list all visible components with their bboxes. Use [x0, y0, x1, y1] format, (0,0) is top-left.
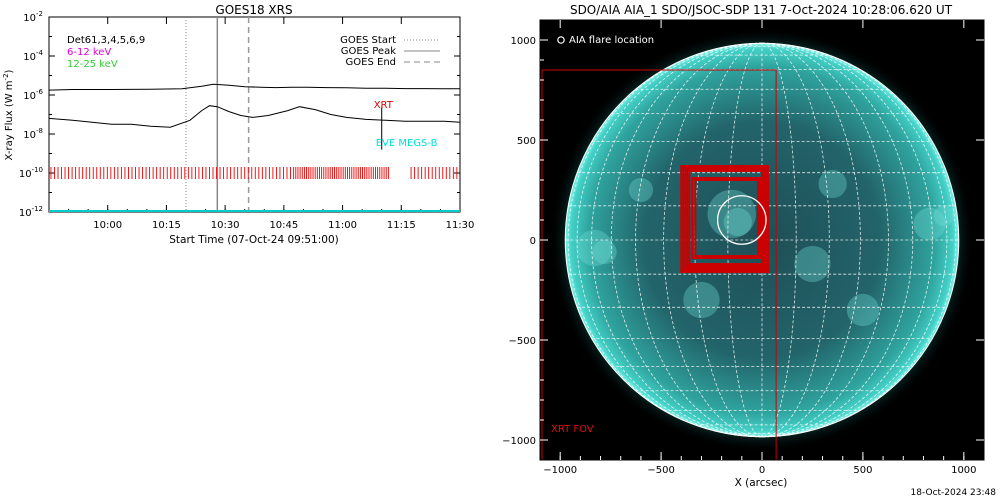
aia-y-tick-label: −1000	[502, 436, 536, 447]
y-tick-base: 10	[23, 91, 36, 102]
y-tick-base: 10	[19, 169, 32, 180]
aia-x-tick-label: −1000	[543, 465, 577, 476]
longitude-line	[761, 42, 797, 438]
aia-title: SDO/AIA AIA_1 SDO/JSOC-SDP 131 7-Oct-202…	[570, 3, 953, 17]
y-tick-exponent: -2	[36, 10, 43, 18]
x-tick-label: 10:00	[93, 220, 122, 231]
longitude-line	[761, 42, 861, 438]
x-tick-label: 10:15	[152, 220, 181, 231]
xrt-pointing-box	[684, 167, 767, 269]
y-tick-label: 10-12	[19, 205, 43, 219]
y-tick-exponent: -6	[36, 88, 44, 96]
legend-label: GOES End	[346, 57, 396, 68]
energy-band-label: 12-25 keV	[67, 59, 118, 70]
active-region	[592, 239, 617, 265]
legend-label: GOES Start	[340, 35, 396, 46]
x-tick-label: 10:30	[211, 220, 240, 231]
y-tick-exponent: -4	[36, 49, 44, 57]
flare-location-circle	[716, 195, 767, 245]
xrt-pointing-box	[688, 170, 764, 265]
active-region	[628, 177, 654, 203]
aia-x-tick-label: 0	[759, 465, 765, 476]
active-region	[933, 205, 954, 227]
detector-label: Det61,3,4,5,6,9	[67, 35, 145, 46]
instrument-annotations: XRT EVE MEGS-B	[374, 100, 438, 149]
lightcurve-x-ticks: 10:00 10:15 10:30 10:45 11:00 11:15 11:30	[48, 17, 475, 231]
active-region	[794, 245, 831, 283]
flare-legend-marker	[557, 36, 565, 44]
lightcurve-series	[49, 83, 460, 128]
lightcurve-y-axis-label: X-ray Flux (W m-2)	[2, 69, 15, 160]
xrt-pointing-box	[694, 179, 759, 257]
active-region	[576, 229, 613, 267]
aia-y-ticks: 1000 500 0 −500 −1000	[502, 36, 984, 447]
x-tick-label: 10:45	[269, 220, 298, 231]
aia-y-tick-label: 1000	[511, 36, 536, 47]
aia-x-tick-label: 500	[853, 465, 872, 476]
lightcurve-x-axis-label: Start Time (07-Oct-24 09:51:00)	[169, 234, 338, 246]
aia-image-panel: SDO/AIA AIA_1 SDO/JSOC-SDP 131 7-Oct-202…	[502, 3, 985, 489]
xrt-observation-ticks	[50, 106, 458, 179]
x-tick-label: 11:00	[328, 220, 357, 231]
flux-series-0	[49, 83, 460, 91]
active-region	[683, 281, 720, 319]
aia-y-tick-label: −500	[509, 336, 536, 347]
aia-x-tick-label: −500	[647, 465, 674, 476]
xrt-annotation: XRT	[374, 100, 394, 111]
legend-label: GOES Peak	[341, 46, 396, 57]
y-tick-label: 10-8	[23, 127, 43, 141]
longitude-line	[727, 42, 763, 438]
longitude-line	[761, 42, 889, 438]
longitude-line	[694, 42, 763, 438]
y-tick-exponent: -8	[36, 127, 43, 135]
aia-y-tick-label: 500	[517, 136, 536, 147]
active-region	[846, 293, 880, 327]
flux-series-1	[49, 105, 460, 128]
lightcurve-title: GOES18 XRS	[215, 3, 292, 17]
longitude-line	[761, 42, 956, 438]
y-tick-exponent: -12	[32, 205, 43, 213]
longitude-line	[761, 42, 830, 438]
energy-band-label: 6-12 keV	[67, 47, 111, 58]
longitude-line	[663, 42, 763, 438]
y-tick-base: 10	[23, 130, 36, 141]
y-tick-base: 10	[23, 13, 36, 24]
xrt-pointing-box	[691, 177, 761, 259]
x-tick-label: 11:30	[446, 220, 475, 231]
y-tick-label: 10-4	[23, 49, 43, 63]
eve-annotation: EVE MEGS-B	[376, 138, 438, 149]
aia-x-tick-label: 1000	[951, 465, 976, 476]
y-tick-label: 10-2	[23, 10, 43, 24]
y-tick-exponent: -10	[32, 166, 43, 174]
goes-event-lines	[185, 17, 250, 212]
active-region	[818, 169, 847, 199]
y-tick-label: 10-6	[23, 88, 43, 102]
x-tick-label: 11:15	[387, 220, 416, 231]
solar-active-regions	[576, 169, 954, 327]
aia-y-tick-label: 0	[530, 236, 536, 247]
y-tick-base: 10	[19, 208, 32, 219]
active-region	[707, 189, 756, 239]
aia-x-axis-label: X (arcsec)	[735, 477, 788, 489]
render-timestamp: 18-Oct-2024 23:48	[911, 488, 997, 498]
y-tick-base: 10	[23, 52, 36, 63]
longitude-line	[568, 42, 763, 438]
xrt-fov-label: XRT FOV	[551, 424, 594, 435]
flare-legend-label: AIA flare location	[569, 35, 654, 46]
xrt-fov-box	[541, 69, 777, 460]
active-region	[913, 207, 946, 241]
xrt-pointing-boxes	[680, 165, 770, 273]
longitude-line	[635, 42, 763, 438]
active-region	[723, 207, 752, 237]
y-tick-label: 10-10	[19, 166, 43, 180]
aia-x-ticks: −1000 −500 0 500 1000	[543, 20, 977, 476]
solar-limb	[564, 42, 960, 438]
